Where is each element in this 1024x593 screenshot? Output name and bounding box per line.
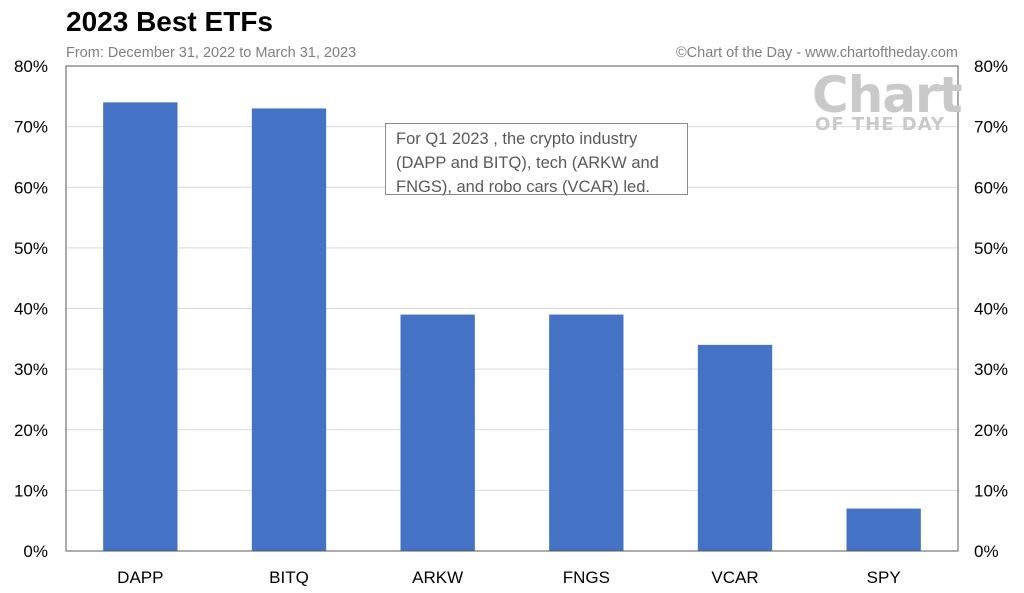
y-axis-left: 0% 10% 20% 30% 40% 50% 60% 70% 80% — [14, 57, 48, 561]
y-tick-label-right: 70% — [974, 118, 1008, 137]
y-tick-label-right: 20% — [974, 421, 1008, 440]
y-tick-label-right: 10% — [974, 481, 1008, 500]
x-tick-label-dapp: DAPP — [117, 568, 163, 587]
y-tick-label-left: 80% — [14, 57, 48, 76]
watermark-line2: OF THE DAY — [815, 114, 945, 135]
x-tick-label-fngs: FNGS — [563, 568, 610, 587]
x-tick-label-bitq: BITQ — [269, 568, 309, 587]
bar-dapp — [103, 102, 178, 551]
y-tick-label-right: 80% — [974, 57, 1008, 76]
x-tick-label-arkw: ARKW — [412, 568, 463, 587]
bar-arkw — [400, 314, 475, 551]
y-tick-label-left: 50% — [14, 239, 48, 258]
chart-title: 2023 Best ETFs — [66, 6, 273, 37]
y-tick-label-right: 0% — [974, 542, 999, 561]
y-tick-label-left: 70% — [14, 118, 48, 137]
y-tick-label-left: 60% — [14, 178, 48, 197]
y-tick-label-left: 0% — [23, 542, 48, 561]
y-tick-label-right: 50% — [974, 239, 1008, 258]
y-tick-label-right: 40% — [974, 300, 1008, 319]
bars — [103, 102, 921, 551]
y-tick-label-right: 30% — [974, 360, 1008, 379]
plot-frame — [65, 65, 959, 552]
chart-credit: ©Chart of the Day - www.chartoftheday.co… — [676, 45, 958, 61]
y-tick-label-left: 20% — [14, 421, 48, 440]
y-tick-label-right: 60% — [974, 178, 1008, 197]
y-tick-label-left: 10% — [14, 481, 48, 500]
annotation-box: For Q1 2023 , the crypto industry (DAPP … — [385, 123, 688, 196]
y-tick-label-left: 30% — [14, 360, 48, 379]
bar-bitq — [251, 108, 327, 551]
y-axis-right: 0% 10% 20% 30% 40% 50% 60% 70% 80% — [974, 57, 1008, 561]
bar-spy — [846, 508, 921, 551]
x-tick-label-spy: SPY — [867, 568, 901, 587]
x-axis: DAPP BITQ ARKW FNGS VCAR SPY — [117, 568, 900, 587]
watermark-logo: Chart OF THE DAY — [812, 66, 963, 135]
x-tick-label-vcar: VCAR — [711, 568, 758, 587]
bar-vcar — [697, 344, 773, 551]
y-tick-label-left: 40% — [14, 300, 48, 319]
chart-subtitle: From: December 31, 2022 to March 31, 202… — [66, 45, 357, 61]
bar-fngs — [549, 314, 624, 551]
watermark-line1: Chart — [812, 66, 963, 124]
